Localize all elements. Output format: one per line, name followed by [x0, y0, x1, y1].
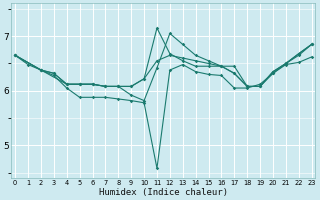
X-axis label: Humidex (Indice chaleur): Humidex (Indice chaleur): [99, 188, 228, 197]
